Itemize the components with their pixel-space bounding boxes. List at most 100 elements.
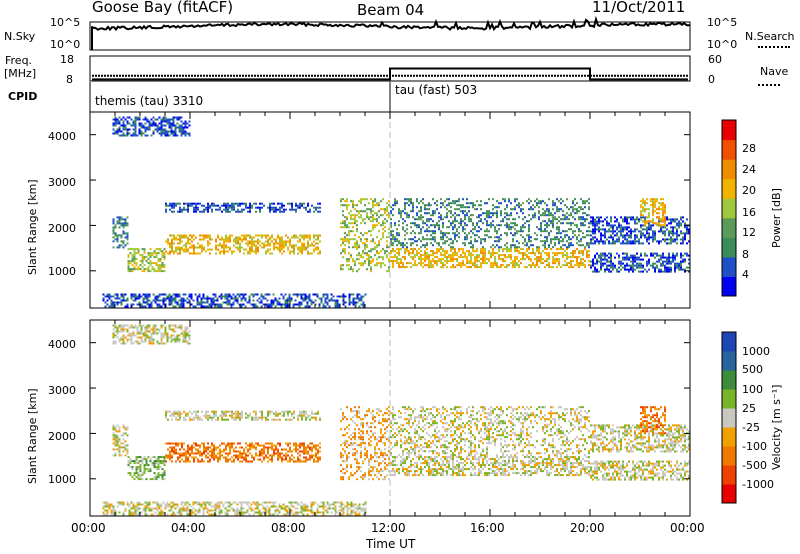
power-cell — [257, 246, 259, 249]
power-cell — [279, 242, 281, 245]
velocity-cell — [299, 446, 301, 449]
power-cell — [586, 252, 588, 255]
velocity-cell — [197, 460, 199, 463]
power-cell — [118, 134, 121, 137]
power-cell — [438, 228, 440, 231]
power-cell — [146, 118, 149, 121]
power-cell — [682, 268, 684, 271]
power-cell — [566, 230, 568, 233]
power-cell — [430, 238, 432, 241]
power-cell — [512, 260, 514, 263]
power-cell — [658, 208, 660, 211]
power-cell — [344, 216, 346, 219]
power-cell — [538, 266, 540, 269]
power-cell — [452, 246, 454, 249]
power-cell — [298, 293, 301, 296]
velocity-cell — [313, 446, 315, 449]
power-cell — [614, 224, 616, 227]
power-cell — [654, 234, 656, 237]
power-cell — [668, 218, 670, 221]
power-cell — [141, 248, 144, 251]
power-cell — [428, 226, 430, 229]
power-cell — [280, 303, 283, 306]
velocity-cell — [197, 410, 199, 413]
power-cell — [562, 230, 564, 233]
power-cell — [420, 210, 422, 213]
velocity-cell — [197, 414, 199, 417]
power-cell — [251, 244, 253, 247]
power-cell — [508, 214, 510, 217]
power-cell — [131, 254, 134, 257]
power-cell — [568, 266, 570, 269]
power-cell — [578, 210, 580, 213]
power-cell — [638, 220, 640, 223]
velocity-cell — [185, 460, 187, 463]
power-cell — [171, 206, 173, 209]
power-cell — [478, 260, 480, 263]
power-cell — [572, 232, 574, 235]
power-cell — [210, 303, 213, 306]
power-cell — [402, 246, 404, 249]
power-cell — [376, 264, 378, 267]
power-cell — [590, 230, 592, 233]
power-cell — [556, 226, 558, 229]
power-cell — [508, 224, 510, 227]
power-cell — [564, 260, 566, 263]
power-cell — [172, 297, 175, 300]
power-cell — [296, 293, 299, 296]
power-cell — [440, 246, 442, 249]
power-cell — [249, 234, 251, 237]
power-cell — [464, 214, 466, 217]
power-cell — [594, 256, 596, 259]
power-cell — [168, 120, 171, 123]
power-cell — [554, 262, 556, 265]
power-cell — [642, 208, 644, 211]
power-cell — [572, 200, 574, 203]
power-cell — [686, 228, 688, 231]
power-cell — [558, 260, 560, 263]
power-cell — [149, 254, 152, 257]
power-cell — [546, 254, 548, 257]
power-cell — [684, 238, 686, 241]
power-cell — [294, 299, 297, 302]
power-cell — [632, 254, 634, 257]
power-cell — [265, 250, 267, 253]
power-cell — [263, 234, 265, 237]
power-cell — [114, 234, 117, 237]
power-cell — [346, 224, 348, 227]
power-cell — [334, 301, 337, 304]
power-cell — [566, 246, 568, 249]
power-cell — [620, 224, 622, 227]
power-cell — [622, 256, 624, 259]
power-cell — [223, 242, 225, 245]
power-cell — [380, 266, 382, 269]
velocity-cell — [283, 454, 285, 457]
velocity-cell — [227, 442, 229, 445]
power-cell — [530, 264, 532, 267]
velocity-cell — [271, 442, 273, 445]
power-cell — [253, 202, 255, 205]
power-cell — [261, 242, 263, 245]
power-cell — [542, 262, 544, 265]
power-cell — [638, 256, 640, 259]
power-cell — [251, 204, 253, 207]
power-cell — [146, 128, 149, 131]
power-cell — [308, 295, 311, 298]
power-cell — [207, 210, 209, 213]
power-cell — [126, 134, 129, 137]
power-cell — [636, 228, 638, 231]
power-cell — [118, 244, 121, 247]
velocity-cell — [165, 414, 167, 417]
power-cell — [624, 268, 626, 271]
power-cell — [668, 252, 670, 255]
power-cell — [380, 262, 382, 265]
power-cell — [195, 208, 197, 211]
power-cell — [198, 293, 201, 296]
power-cell — [122, 126, 125, 129]
power-cell — [594, 222, 596, 225]
power-cell — [596, 220, 598, 223]
power-cell — [199, 234, 201, 237]
power-cell — [478, 266, 480, 269]
power-cell — [654, 232, 656, 235]
velocity-cell — [219, 452, 221, 455]
